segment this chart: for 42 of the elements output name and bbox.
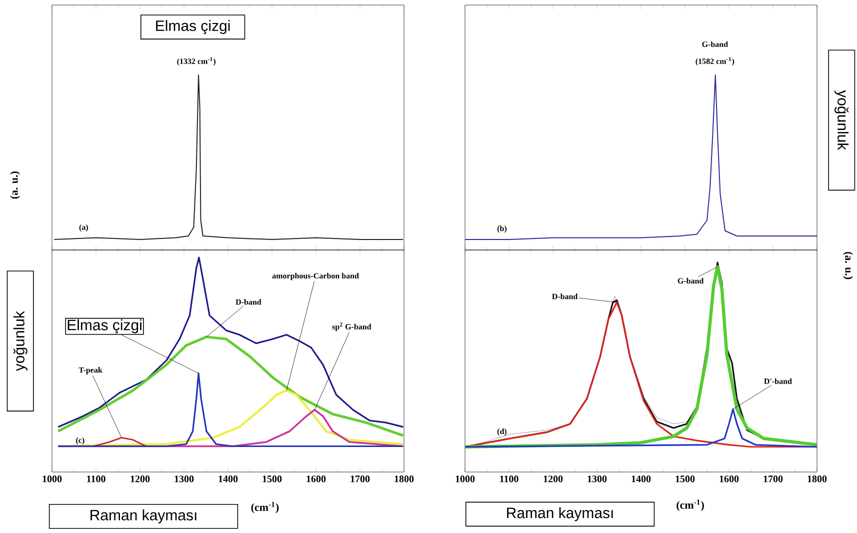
text: amorphous-Carbon band bbox=[272, 272, 359, 280]
x-tick-label: 1000 bbox=[456, 476, 475, 482]
text: D'-band bbox=[764, 378, 792, 384]
x-tick-label: 1600 bbox=[720, 476, 739, 482]
x-tick-label: 1800 bbox=[808, 476, 827, 482]
x-tick-label: 1400 bbox=[632, 476, 651, 482]
x-tick-label: 1600 bbox=[306, 476, 326, 482]
x-tick-label: 1800 bbox=[394, 476, 414, 482]
x-tick-label: 1000 bbox=[42, 476, 62, 482]
text: D-band bbox=[236, 299, 262, 305]
text: D-band bbox=[552, 294, 578, 300]
text: Elmas çizgi bbox=[68, 319, 142, 334]
x-tick-label: 1300 bbox=[588, 476, 607, 482]
text: (cm$^{-1}$) bbox=[676, 500, 704, 511]
x-tick-label: 1500 bbox=[676, 476, 695, 482]
x-tick-label: 1300 bbox=[174, 476, 194, 482]
x-tick-label: 1100 bbox=[87, 476, 106, 482]
annotation: (c) bbox=[76, 437, 84, 445]
x-tick-label: 1200 bbox=[130, 476, 150, 482]
x-tick-label: 1400 bbox=[218, 476, 238, 482]
text: T-peak bbox=[78, 367, 102, 374]
y-axis-title: yoğunluk bbox=[13, 311, 28, 372]
annotation: (a) bbox=[79, 224, 88, 232]
text: (1582 cm$^{-1}$) bbox=[696, 57, 734, 66]
annotation: (d) bbox=[497, 428, 506, 436]
text: G-band bbox=[702, 41, 728, 48]
text: (a. u.) bbox=[842, 252, 853, 280]
x-tick-label: 1200 bbox=[544, 476, 563, 482]
y-axis-title: yoğunluk bbox=[834, 90, 849, 150]
series-label: G-band bbox=[678, 278, 704, 284]
text: sp$^{2}$ G-band bbox=[332, 322, 372, 332]
x-tick-label: 1100 bbox=[500, 476, 518, 482]
text: (a. u.) bbox=[10, 172, 20, 199]
x-tick-label: 1500 bbox=[262, 476, 282, 482]
x-axis-title: Raman kayması bbox=[507, 507, 613, 522]
text: (cm$^{-1}$) bbox=[251, 502, 279, 514]
x-tick-label: 1700 bbox=[764, 476, 783, 482]
x-axis-title: Raman kayması bbox=[90, 509, 196, 524]
text: (1332 cm$^{-1}$) bbox=[177, 57, 216, 66]
x-tick-label: 1700 bbox=[350, 476, 370, 482]
annotation: (b) bbox=[497, 226, 506, 233]
text: Elmas çizgi bbox=[156, 20, 230, 34]
